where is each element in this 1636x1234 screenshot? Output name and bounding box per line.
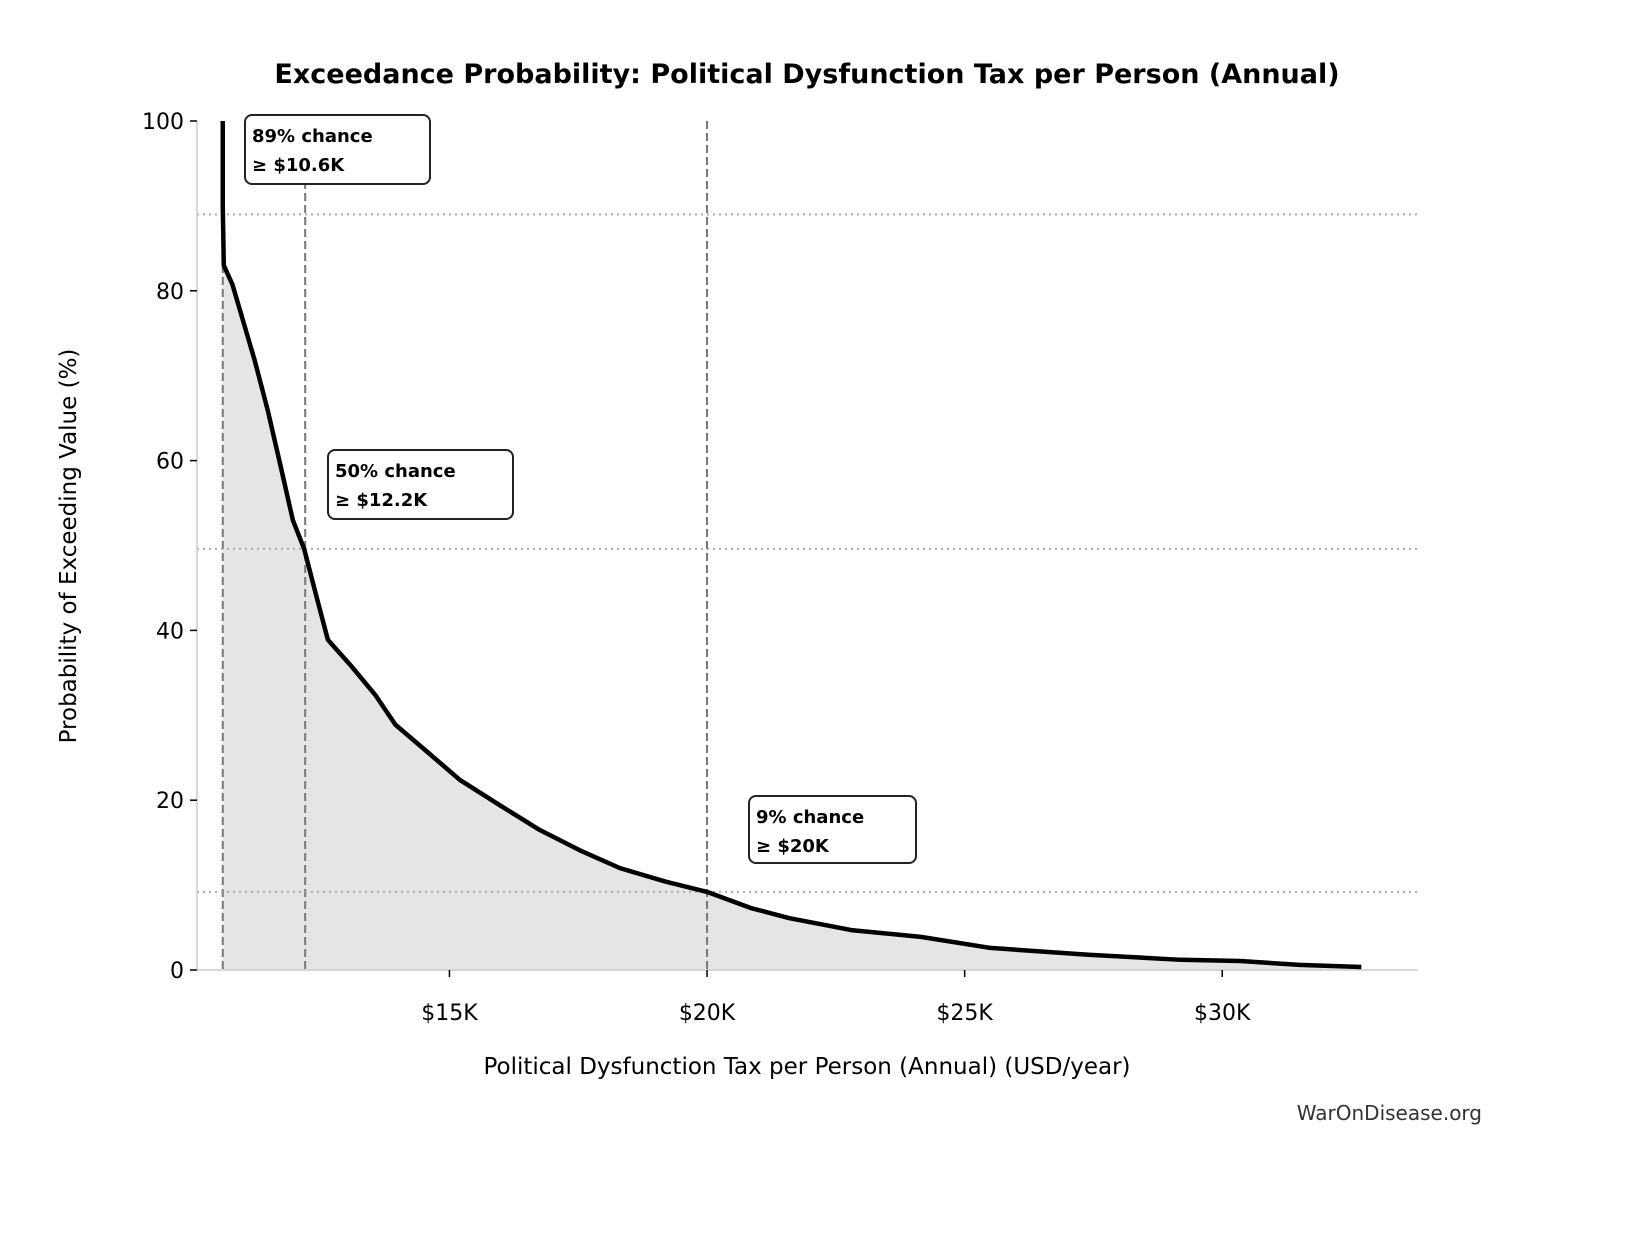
watermark: WarOnDisease.org bbox=[1297, 1101, 1482, 1125]
y-tick-label: 60 bbox=[156, 450, 184, 475]
annotation-line1: 9% chance bbox=[756, 807, 864, 828]
annotation-box-1: 50% chance ≥ $12.2K bbox=[327, 449, 514, 520]
y-tick-label: 0 bbox=[170, 959, 184, 984]
y-tick-label: 100 bbox=[142, 110, 184, 135]
y-tick-label: 40 bbox=[156, 619, 184, 644]
annotation-frame bbox=[748, 795, 917, 864]
annotation-box-0: 89% chance ≥ $10.6K bbox=[244, 114, 431, 185]
annotation-frame bbox=[244, 114, 431, 185]
y-tick-label: 20 bbox=[156, 789, 184, 814]
chart-title: Exceedance Probability: Political Dysfun… bbox=[274, 59, 1339, 90]
annotation-box-2: 9% chance ≥ $20K bbox=[748, 795, 917, 864]
annotation-line2: ≥ $10.6K bbox=[252, 155, 345, 176]
x-tick-label: $25K bbox=[936, 1001, 993, 1026]
x-tick-label: $20K bbox=[679, 1001, 736, 1026]
annotation-line2: ≥ $12.2K bbox=[335, 490, 428, 511]
y-axis-label: Probability of Exceeding Value (%) bbox=[56, 349, 82, 744]
plot-area: 0 20 40 60 80 100 $15K $20K $25K $30K 89% chance ≥ … bbox=[142, 110, 1418, 1026]
exceedance-curve bbox=[220, 121, 1362, 970]
y-tick-label: 80 bbox=[156, 280, 184, 305]
annotation-frame bbox=[327, 449, 514, 520]
x-axis-label: Political Dysfunction Tax per Person (An… bbox=[483, 1054, 1130, 1080]
x-tick-label: $30K bbox=[1194, 1001, 1251, 1026]
annotation-line2: ≥ $20K bbox=[756, 836, 830, 857]
x-tick-label: $15K bbox=[421, 1001, 478, 1026]
exceedance-area-fill bbox=[222, 121, 1362, 970]
annotation-line1: 50% chance bbox=[335, 461, 456, 482]
annotation-line1: 89% chance bbox=[252, 126, 373, 147]
